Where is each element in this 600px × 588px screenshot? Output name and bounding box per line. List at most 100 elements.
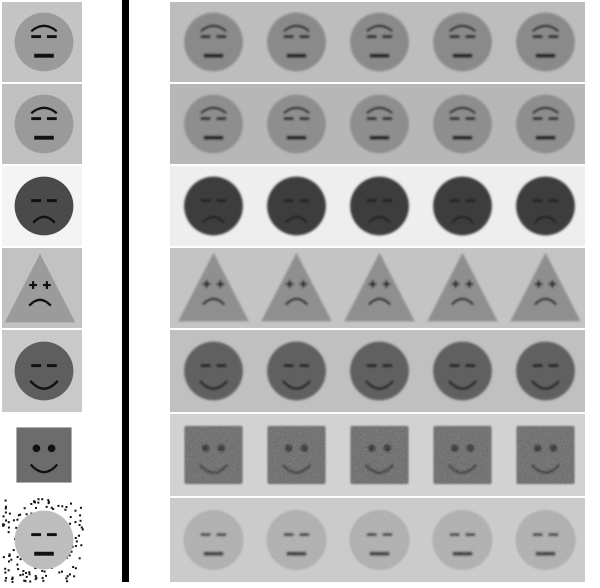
noise-speck bbox=[80, 544, 83, 547]
face-outline bbox=[184, 341, 243, 401]
eye-mark bbox=[283, 35, 294, 39]
mouth-mark bbox=[284, 215, 309, 224]
face bbox=[16, 427, 72, 483]
noise-speck bbox=[64, 508, 67, 511]
mouth-mark bbox=[369, 135, 390, 140]
face bbox=[184, 12, 243, 72]
face-outline bbox=[351, 426, 408, 484]
face-outline bbox=[516, 341, 575, 401]
face bbox=[433, 12, 492, 72]
mouth-mark bbox=[447, 463, 478, 474]
mouth-mark bbox=[34, 135, 54, 140]
eye-mark bbox=[200, 364, 211, 368]
eye-mark bbox=[465, 35, 476, 39]
brow-mark bbox=[200, 24, 227, 33]
face bbox=[433, 176, 492, 236]
noise-speck bbox=[74, 521, 77, 524]
noise-speck bbox=[22, 570, 25, 573]
eye-mark bbox=[449, 35, 460, 39]
noise-speck bbox=[25, 575, 28, 578]
brow-mark bbox=[30, 106, 58, 115]
face bbox=[350, 176, 409, 236]
face bbox=[267, 510, 326, 570]
template-row-1 bbox=[2, 2, 82, 82]
eye-mark bbox=[449, 199, 460, 203]
face bbox=[267, 12, 326, 72]
eye-mark bbox=[366, 364, 377, 368]
noise-speck bbox=[7, 521, 10, 524]
face bbox=[516, 176, 575, 236]
face-outline bbox=[14, 341, 74, 401]
eye-mark bbox=[46, 35, 57, 39]
eye-mark bbox=[216, 280, 225, 288]
face-outline bbox=[516, 94, 575, 154]
eye-mark bbox=[366, 533, 377, 537]
mouth-mark bbox=[530, 379, 561, 390]
noise-speck bbox=[69, 516, 72, 519]
template-row-2 bbox=[2, 84, 82, 164]
noise-speck bbox=[65, 577, 68, 580]
mouth-mark bbox=[284, 297, 309, 306]
noise-speck bbox=[7, 526, 10, 529]
mouth-mark bbox=[32, 215, 56, 224]
face-outline bbox=[516, 12, 575, 72]
eye-mark bbox=[217, 444, 226, 453]
noise-speck bbox=[79, 506, 82, 509]
eye-mark bbox=[548, 199, 559, 203]
brow-mark bbox=[283, 106, 310, 115]
noise-speck bbox=[11, 580, 14, 583]
eye-mark bbox=[46, 117, 57, 121]
mouth-mark bbox=[203, 135, 224, 140]
eye-mark bbox=[549, 444, 558, 453]
noise-speck bbox=[75, 540, 78, 543]
eye-mark bbox=[216, 117, 227, 121]
noise-speck bbox=[17, 568, 20, 571]
noise-speck bbox=[2, 524, 5, 527]
face bbox=[427, 252, 498, 322]
mouth-mark bbox=[281, 463, 312, 474]
face bbox=[516, 510, 575, 570]
face bbox=[184, 176, 243, 236]
eye-mark bbox=[202, 280, 211, 288]
noise-speck bbox=[35, 577, 38, 580]
eye-mark bbox=[46, 364, 57, 368]
face bbox=[185, 426, 242, 484]
eye-mark bbox=[284, 444, 293, 453]
template-row-3 bbox=[2, 166, 82, 246]
eye-mark bbox=[283, 117, 294, 121]
eye-mark bbox=[31, 199, 42, 203]
eye-mark bbox=[201, 444, 210, 453]
eye-mark bbox=[548, 117, 559, 121]
noise-speck bbox=[19, 558, 22, 561]
eye-mark bbox=[548, 35, 559, 39]
face-outline bbox=[261, 252, 332, 322]
eye-mark bbox=[366, 199, 377, 203]
eye-mark bbox=[451, 280, 460, 288]
template-column bbox=[2, 2, 84, 583]
eye-mark bbox=[299, 280, 308, 288]
face bbox=[434, 426, 491, 484]
brow-mark bbox=[532, 24, 559, 33]
noise-speck bbox=[52, 507, 55, 510]
mouth-mark bbox=[286, 135, 307, 140]
mouth-mark bbox=[452, 135, 473, 140]
brow-mark bbox=[283, 24, 310, 33]
noise-speck bbox=[41, 576, 44, 579]
brow-mark bbox=[366, 106, 393, 115]
eye-mark bbox=[368, 280, 377, 288]
noise-speck bbox=[4, 579, 7, 582]
noise-speck bbox=[61, 505, 64, 508]
mouth-mark bbox=[369, 551, 390, 556]
noise-speck bbox=[45, 574, 48, 577]
noise-speck bbox=[10, 558, 13, 561]
noise-speck bbox=[24, 580, 27, 583]
face-outline bbox=[185, 426, 242, 484]
eye-mark bbox=[366, 117, 377, 121]
face-outline bbox=[14, 510, 74, 570]
mouth-mark bbox=[450, 297, 475, 306]
face-outline bbox=[267, 94, 326, 154]
noise-speck bbox=[34, 575, 37, 578]
brow-mark bbox=[532, 106, 559, 115]
eye-mark bbox=[42, 281, 51, 289]
noise-speck bbox=[34, 578, 37, 581]
